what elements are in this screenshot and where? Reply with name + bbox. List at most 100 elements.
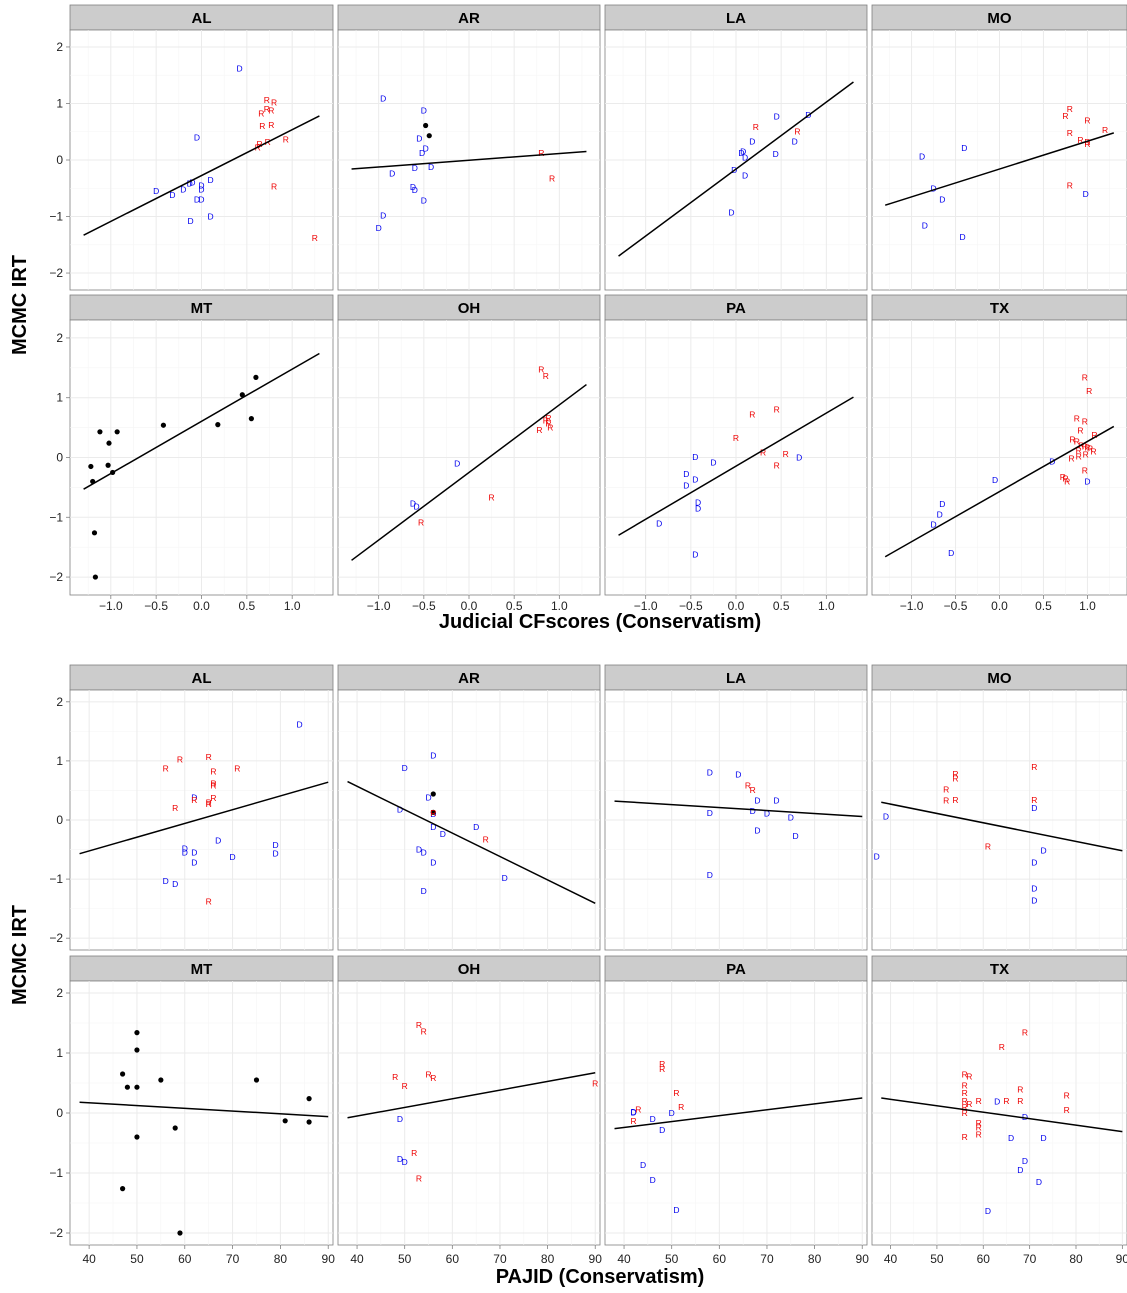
data-point-dot — [160, 422, 167, 428]
data-point-republican: R — [976, 1122, 982, 1132]
x-tick-label: 0.5 — [506, 599, 523, 613]
data-point-democrat: D — [994, 1097, 1000, 1107]
data-point-republican: R — [411, 1148, 417, 1158]
x-tick-label: 40 — [82, 1252, 96, 1266]
x-tick-label: 70 — [226, 1252, 240, 1266]
data-point-republican: R — [543, 415, 549, 425]
data-point-democrat: D — [985, 1206, 991, 1216]
panel-strip — [69, 664, 334, 691]
y-tick-label: 2 — [56, 331, 63, 345]
x-tick-label: −1.0 — [900, 599, 924, 613]
data-point-republican: R — [962, 1102, 968, 1112]
panel-strip-label: AL — [192, 670, 212, 687]
fit-line — [618, 81, 854, 257]
data-point-democrat: D — [669, 1108, 675, 1118]
data-point-democrat: D — [198, 180, 204, 190]
data-point-dot — [430, 791, 436, 797]
data-point-republican: R — [943, 796, 949, 806]
data-point-republican: R — [1003, 1096, 1009, 1106]
x-tick-label: 1.0 — [818, 599, 835, 613]
x-tick-label: 60 — [178, 1252, 192, 1266]
panel-strip-label: LA — [726, 10, 746, 27]
fit-line — [83, 115, 320, 236]
data-point-democrat: D — [454, 458, 460, 468]
y-tick-label: 2 — [56, 695, 63, 709]
data-point-democrat: D — [959, 232, 965, 242]
data-point-democrat: D — [410, 182, 416, 192]
y-tick-label: 0 — [56, 451, 63, 465]
data-point-democrat: D — [707, 768, 713, 778]
data-point-democrat: D — [650, 1114, 656, 1124]
data-point-dot — [172, 1125, 178, 1131]
panel-strip-label: MO — [987, 10, 1011, 27]
x-tick-label: 50 — [665, 1252, 679, 1266]
panel-strip — [604, 294, 868, 321]
data-point-republican: R — [538, 365, 544, 375]
data-point-republican: R — [999, 1042, 1005, 1052]
data-point-republican: R — [750, 785, 756, 795]
data-point-republican: R — [733, 433, 739, 443]
data-point-republican: R — [1091, 430, 1097, 440]
data-point-democrat: D — [376, 223, 382, 233]
data-point-democrat: D — [937, 509, 943, 519]
panel-strip-label: OH — [458, 961, 481, 978]
data-point-republican: R — [312, 233, 318, 243]
x-tick-label: 70 — [493, 1252, 507, 1266]
data-point-democrat: D — [425, 793, 431, 803]
x-tick-label: 70 — [1023, 1252, 1037, 1266]
panel-strip-label: OH — [458, 300, 481, 317]
data-point-republican: R — [943, 784, 949, 794]
y-tick-label: 1 — [56, 96, 63, 110]
data-point-democrat: D — [419, 148, 425, 158]
data-point-republican: R — [1074, 414, 1080, 424]
data-point-republican: R — [976, 1130, 982, 1140]
panel-strip — [337, 4, 601, 31]
data-point-dot — [215, 422, 221, 428]
data-point-republican: R — [1069, 454, 1075, 464]
y-tick-label: −1 — [49, 510, 63, 524]
data-point-democrat: D — [631, 1107, 637, 1117]
data-point-democrat: D — [296, 719, 302, 729]
data-point-dot — [423, 122, 429, 129]
data-point-republican: R — [1060, 472, 1066, 482]
data-point-dot — [253, 374, 259, 380]
y-tick-label: −2 — [49, 266, 63, 280]
x-tick-label: 1.0 — [1079, 599, 1096, 613]
x-tick-label: 90 — [589, 1252, 603, 1266]
data-point-dot — [134, 1134, 140, 1140]
data-point-dot — [124, 1084, 130, 1090]
data-point-democrat: D — [182, 848, 188, 858]
data-point-republican: R — [976, 1096, 982, 1106]
data-point-democrat: D — [421, 196, 427, 206]
panel-strip-label: PA — [726, 961, 746, 978]
panel-strip-label: MO — [987, 670, 1011, 687]
data-point-democrat: D — [191, 848, 197, 858]
fit-line — [347, 780, 596, 904]
y-tick-label: 1 — [56, 754, 63, 768]
data-point-democrat: D — [473, 822, 479, 832]
data-point-republican: R — [264, 104, 270, 114]
panel-mt: MT −2 −1 0 1 2 40 50 60 70 80 90 — [49, 955, 335, 1266]
data-point-republican: R — [210, 793, 216, 803]
data-point-republican: R — [538, 148, 544, 158]
x-tick-label: 60 — [977, 1252, 991, 1266]
data-point-republican: R — [1084, 442, 1090, 452]
data-point-democrat: D — [191, 793, 197, 803]
data-point-dot — [120, 1186, 126, 1192]
data-point-democrat: D — [207, 212, 213, 222]
data-point-democrat: D — [740, 147, 746, 157]
data-point-democrat: D — [402, 763, 408, 773]
data-point-republican: R — [1082, 372, 1088, 382]
data-point-democrat: D — [939, 499, 945, 509]
data-point-dot — [92, 574, 98, 580]
data-point-republican: R — [962, 1132, 968, 1142]
panel-strip-label: AR — [458, 670, 480, 687]
data-point-democrat: D — [1036, 1177, 1042, 1187]
data-point-republican: R — [1031, 762, 1037, 772]
x-tick-label: −1.0 — [367, 599, 391, 613]
data-point-democrat: D — [631, 1107, 637, 1117]
data-point-republican: R — [1076, 445, 1082, 455]
x-tick-label: 0.0 — [461, 599, 478, 613]
